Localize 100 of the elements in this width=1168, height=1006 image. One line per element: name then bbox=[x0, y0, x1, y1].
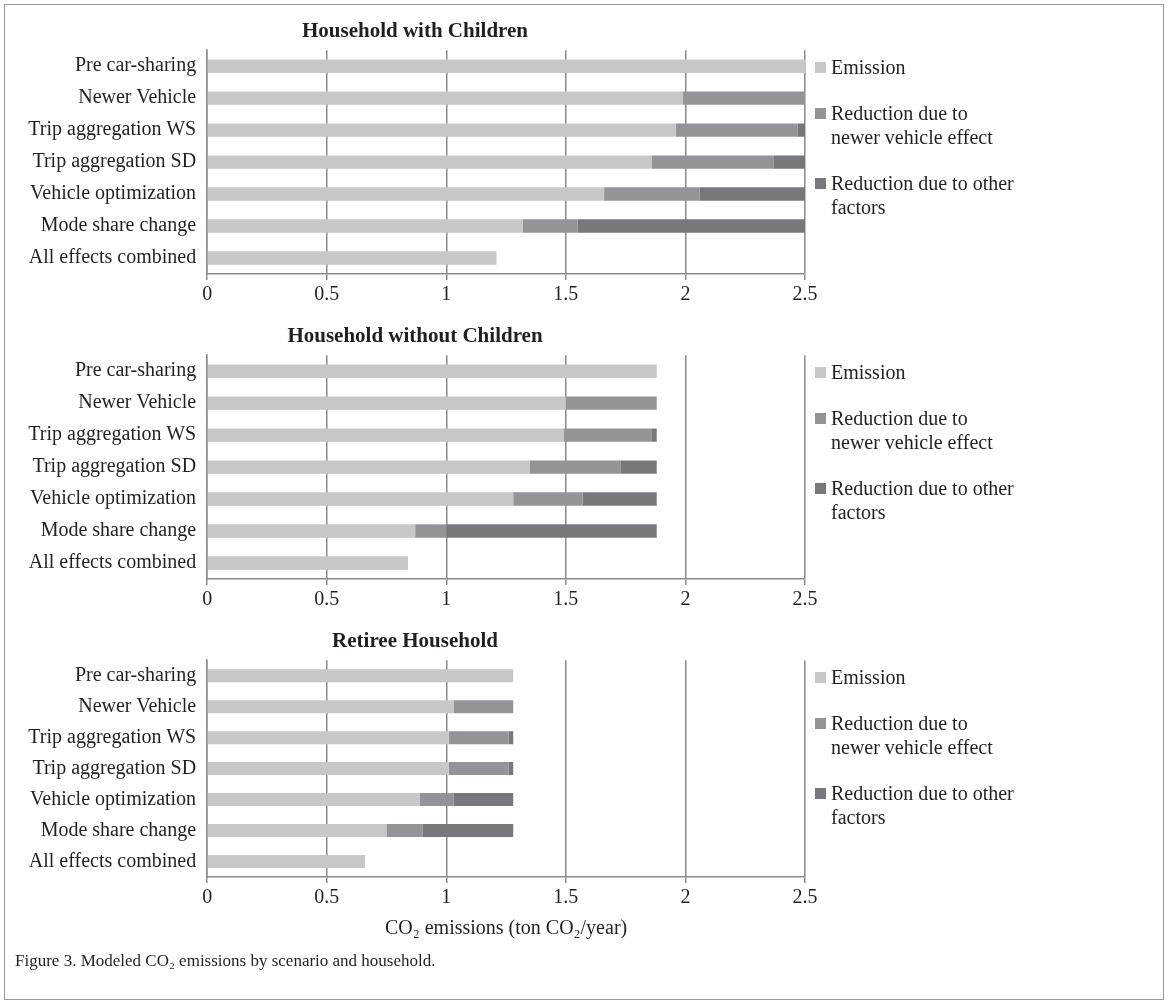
bar bbox=[448, 762, 509, 776]
y-tick-label: Mode share change bbox=[40, 213, 197, 237]
bar bbox=[422, 824, 514, 838]
x-tick-label: 0 bbox=[202, 885, 213, 908]
chart-title: Household without Children bbox=[287, 323, 543, 348]
bar bbox=[207, 123, 676, 137]
legend-label: Emission bbox=[831, 360, 906, 384]
bar bbox=[207, 492, 514, 506]
x-tick-label: 1 bbox=[441, 282, 452, 305]
bar bbox=[563, 428, 652, 442]
bar bbox=[699, 187, 805, 201]
y-tick-label: Trip aggregation WS bbox=[28, 724, 197, 748]
x-tick-label: 0 bbox=[202, 282, 213, 305]
bar bbox=[582, 492, 657, 506]
bar bbox=[683, 91, 805, 105]
y-tick-label: Newer Vehicle bbox=[78, 85, 197, 108]
y-tick-label: Trip aggregation SD bbox=[32, 454, 197, 478]
y-tick-label: Pre car-sharing bbox=[74, 662, 197, 686]
bar bbox=[207, 762, 449, 776]
legend-label: Emission bbox=[831, 665, 906, 689]
bar bbox=[207, 460, 530, 474]
bar bbox=[207, 700, 454, 714]
caption: Figure 3. Modeled CO₂ emissions by scenario and household. bbox=[14, 950, 437, 971]
bar bbox=[448, 731, 509, 745]
bar bbox=[207, 428, 564, 442]
y-tick-label: Trip aggregation SD bbox=[32, 149, 197, 173]
bar bbox=[508, 762, 514, 776]
bar bbox=[446, 524, 657, 538]
x-tick-label: 1 bbox=[441, 885, 452, 908]
x-tick-label: 0 bbox=[202, 587, 213, 610]
x-tick-label: 0.5 bbox=[314, 282, 340, 305]
y-tick-label: Vehicle optimization bbox=[30, 786, 197, 810]
bar bbox=[773, 155, 805, 169]
x-tick-label: 2.5 bbox=[792, 885, 818, 908]
y-tick-label: Mode share change bbox=[40, 817, 197, 841]
x-tick-label: 1.5 bbox=[553, 587, 579, 610]
y-tick-label: All effects combined bbox=[28, 848, 197, 871]
bar bbox=[529, 460, 621, 474]
y-tick-label: Vehicle optimization bbox=[30, 181, 197, 205]
bar bbox=[207, 556, 409, 570]
bar bbox=[453, 793, 514, 807]
bar bbox=[207, 155, 652, 169]
bar bbox=[522, 219, 578, 233]
y-tick-label: All effects combined bbox=[28, 550, 197, 573]
bar bbox=[207, 824, 387, 838]
bar bbox=[651, 155, 774, 169]
y-tick-label: Newer Vehicle bbox=[78, 693, 197, 716]
legend-label: Reduction due to other factors bbox=[831, 781, 1015, 829]
bar bbox=[577, 219, 805, 233]
bar bbox=[207, 731, 449, 745]
legend-label: Reduction due to other factors bbox=[831, 476, 1015, 524]
bar bbox=[207, 187, 605, 201]
bar bbox=[207, 524, 416, 538]
bar bbox=[620, 460, 657, 474]
bar bbox=[419, 793, 454, 807]
bar bbox=[604, 187, 700, 201]
chart-title: Retiree Household bbox=[332, 628, 499, 653]
legend-label: Reduction due to newer vehicle effect bbox=[831, 101, 994, 149]
bar bbox=[386, 824, 423, 838]
bar bbox=[508, 731, 514, 745]
bar bbox=[207, 855, 365, 869]
x-tick-label: 2.5 bbox=[792, 587, 818, 610]
legend-label: Reduction due to other factors bbox=[831, 171, 1015, 219]
bar bbox=[797, 123, 805, 137]
x-tick-label: 1.5 bbox=[553, 282, 579, 305]
bar bbox=[415, 524, 447, 538]
legend-label: Reduction due to newer vehicle effect bbox=[831, 711, 994, 759]
y-tick-label: Pre car-sharing bbox=[74, 53, 197, 77]
bar bbox=[453, 700, 514, 714]
x-tick-label: 1.5 bbox=[553, 885, 579, 908]
bar bbox=[513, 492, 583, 506]
x-tick-label: 2.5 bbox=[792, 282, 818, 305]
x-tick-label: 2 bbox=[680, 885, 691, 908]
bar bbox=[207, 364, 657, 378]
y-tick-label: All effects combined bbox=[28, 245, 197, 268]
y-tick-label: Trip aggregation WS bbox=[28, 117, 197, 141]
legend-label: Reduction due to newer vehicle effect bbox=[831, 406, 994, 454]
bar bbox=[207, 91, 684, 105]
x-tick-label: 1 bbox=[441, 587, 452, 610]
y-tick-label: Newer Vehicle bbox=[78, 390, 197, 413]
bar bbox=[207, 396, 566, 410]
bar bbox=[651, 428, 657, 442]
bar bbox=[207, 251, 497, 265]
bar bbox=[565, 396, 657, 410]
x-tick-label: 2 bbox=[680, 282, 691, 305]
bar bbox=[207, 793, 420, 807]
bar bbox=[675, 123, 798, 137]
chart-title: Household with Children bbox=[301, 18, 529, 43]
x-axis-title: CO₂ emissions (ton CO₂/year) bbox=[384, 916, 628, 940]
y-tick-label: Trip aggregation WS bbox=[28, 422, 197, 446]
y-tick-label: Trip aggregation SD bbox=[32, 755, 197, 779]
x-tick-label: 0.5 bbox=[314, 587, 340, 610]
bar bbox=[207, 669, 514, 683]
x-tick-label: 0.5 bbox=[314, 885, 340, 908]
y-tick-label: Mode share change bbox=[40, 518, 197, 542]
bar bbox=[207, 59, 805, 73]
legend-label: Emission bbox=[831, 55, 906, 79]
y-tick-label: Vehicle optimization bbox=[30, 486, 197, 510]
y-tick-label: Pre car-sharing bbox=[74, 358, 197, 382]
bar bbox=[207, 219, 523, 233]
